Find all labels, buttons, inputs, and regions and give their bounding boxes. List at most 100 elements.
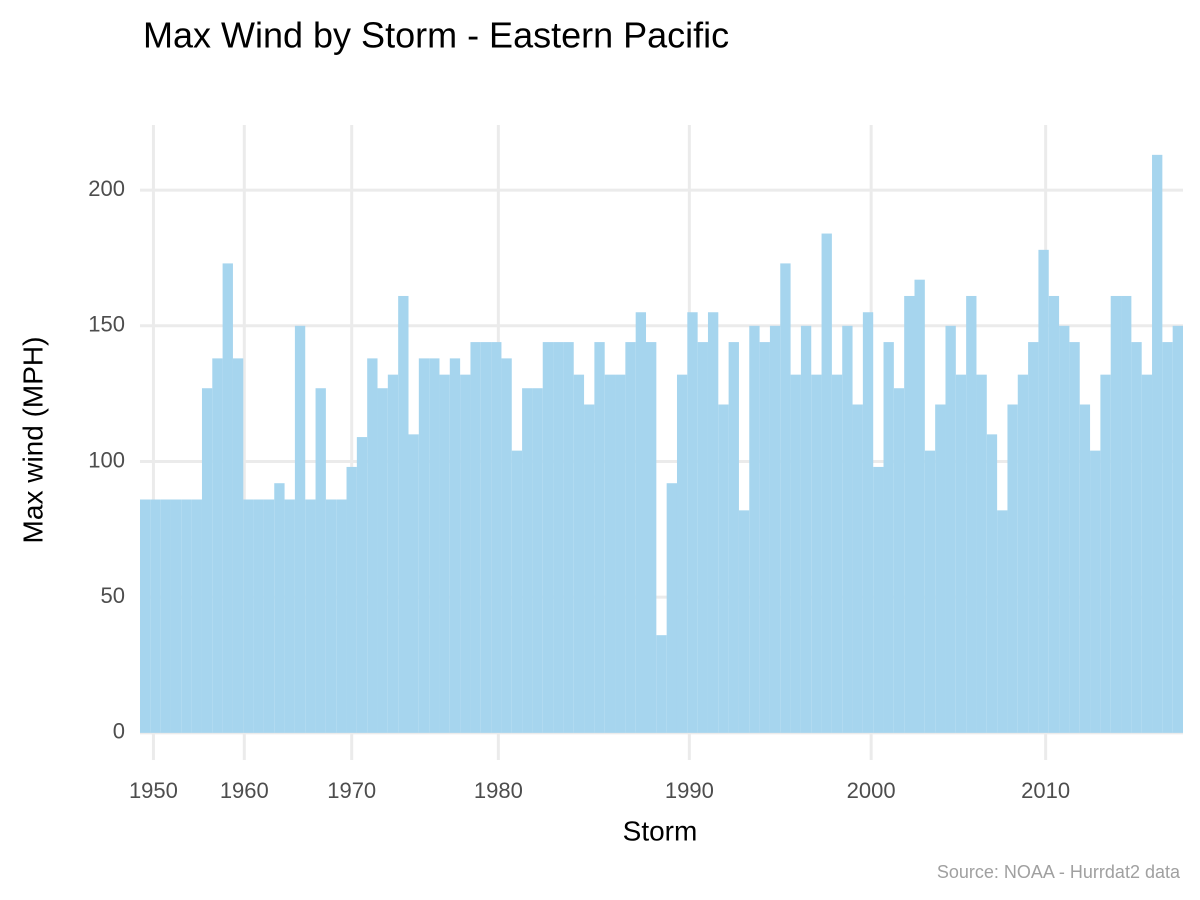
bar (976, 374, 987, 733)
bar (852, 404, 863, 733)
bar (904, 295, 915, 733)
y-tick-label: 200 (88, 176, 125, 201)
bar (997, 510, 1008, 733)
bar (1121, 295, 1132, 733)
x-tick-label: 1990 (665, 778, 714, 803)
bar (284, 499, 295, 733)
chart-title: Max Wind by Storm - Eastern Pacific (143, 15, 729, 56)
bar (274, 483, 285, 733)
y-tick-label: 50 (101, 583, 125, 608)
bar (800, 325, 812, 733)
bar (862, 312, 874, 733)
bar (945, 325, 956, 733)
bar (707, 312, 719, 733)
bar (873, 466, 884, 733)
bar (883, 342, 894, 733)
bar (738, 510, 750, 733)
bar (522, 388, 533, 733)
bar (842, 325, 853, 733)
bar (1017, 374, 1029, 733)
x-tick-label: 1970 (327, 778, 376, 803)
bar (625, 342, 636, 733)
bar (449, 358, 461, 733)
bar (418, 358, 430, 733)
bar (780, 263, 791, 733)
bar (573, 374, 585, 733)
x-axis-title: Storm (623, 815, 698, 846)
x-tick-label: 1980 (474, 778, 523, 803)
bar (232, 358, 244, 733)
bar (325, 499, 337, 733)
bar (532, 388, 543, 733)
bar (935, 404, 946, 733)
bar (1090, 450, 1101, 733)
bar (635, 312, 647, 733)
y-tick-label: 0 (113, 719, 125, 744)
bar (1059, 325, 1070, 733)
bar (893, 388, 905, 733)
bar (1038, 249, 1049, 733)
y-tick-label: 100 (88, 447, 125, 472)
bar (408, 434, 419, 733)
bar (749, 325, 760, 733)
bar (470, 342, 481, 733)
bar (697, 342, 708, 733)
bar (718, 404, 729, 733)
bar (398, 295, 409, 733)
bar (346, 466, 357, 733)
bar (594, 342, 605, 733)
bar (160, 499, 171, 733)
bar (604, 374, 616, 733)
bar (676, 374, 688, 733)
bar (150, 499, 161, 733)
bar (563, 342, 574, 733)
bar (811, 374, 822, 733)
bar (790, 374, 801, 733)
bar (181, 499, 192, 733)
bar (542, 342, 554, 733)
y-axis-title: Max wind (MPH) (17, 337, 48, 544)
bar (315, 388, 326, 733)
bar (439, 374, 450, 733)
bar (924, 450, 936, 733)
bar (1141, 374, 1153, 733)
bar (687, 312, 698, 733)
bar (656, 635, 667, 733)
bar (367, 358, 378, 733)
bar (986, 434, 998, 733)
bar (584, 404, 595, 733)
bar (955, 374, 967, 733)
bar (491, 342, 502, 733)
bar (377, 388, 388, 733)
bar (1028, 342, 1039, 733)
bar (191, 499, 202, 733)
bar (553, 342, 564, 733)
bar (480, 342, 492, 733)
bar (769, 325, 781, 733)
bar (170, 499, 182, 733)
x-tick-label: 1950 (129, 778, 178, 803)
bar (1110, 295, 1122, 733)
caption: Source: NOAA - Hurrdat2 data (937, 862, 1181, 882)
bar (1131, 342, 1142, 733)
y-tick-label: 150 (88, 312, 125, 337)
bar (294, 325, 306, 733)
bar (263, 499, 275, 733)
bar (201, 388, 213, 733)
x-tick-label: 1960 (220, 778, 269, 803)
bar (222, 263, 233, 733)
bar (140, 499, 151, 733)
bar (1162, 342, 1173, 733)
bar (759, 342, 770, 733)
bar (646, 342, 657, 733)
bar (966, 295, 977, 733)
bar (253, 499, 264, 733)
bar (243, 499, 254, 733)
bar (212, 358, 223, 733)
bar (728, 342, 739, 733)
bar (429, 358, 440, 733)
bar (336, 499, 347, 733)
bar (1048, 295, 1060, 733)
bar (1152, 154, 1163, 733)
